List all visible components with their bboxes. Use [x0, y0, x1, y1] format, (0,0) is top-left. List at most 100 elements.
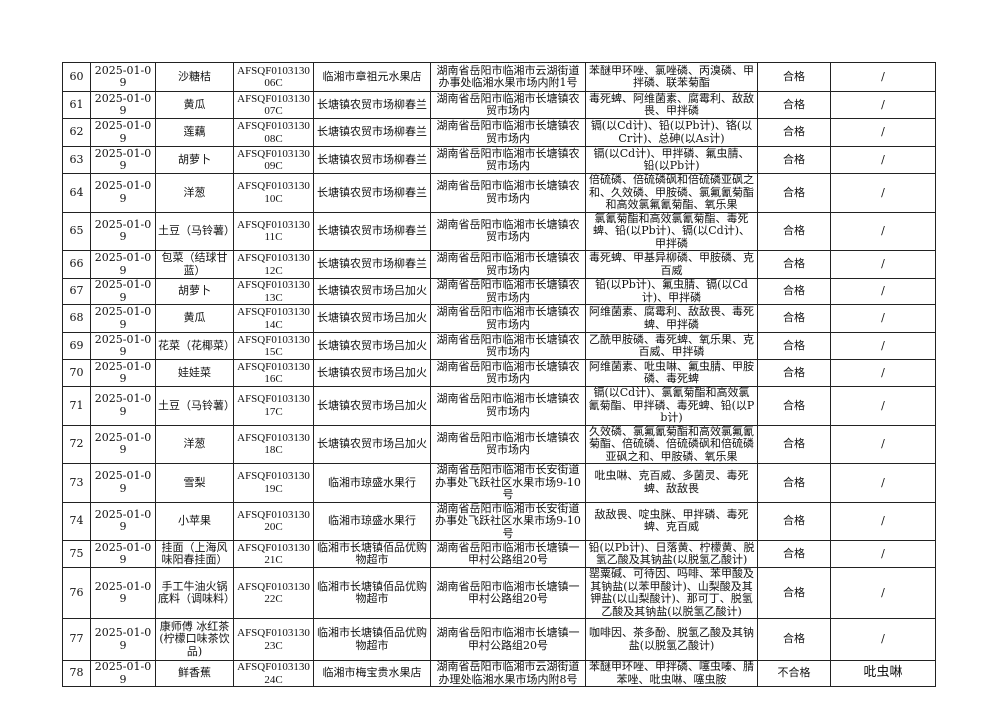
sample-code: AFSQF010313006C: [233, 62, 314, 92]
table-row: 74 2025-01-09 小苹果 AFSQF010313020C 临湘市琼盛水果行 湖南…: [62, 501, 936, 541]
test-result: 合格: [757, 250, 831, 279]
sample-name: 土豆（马铃薯）: [155, 386, 234, 426]
test-items: 阿维菌素、腐霉利、敌敌畏、毒死蜱、甲拌磷: [585, 304, 758, 333]
sample-name: 雪梨: [155, 463, 234, 503]
sample-number: 64: [62, 173, 91, 213]
sample-name: 鲜香蕉: [155, 660, 234, 687]
failed-item: /: [830, 250, 936, 279]
test-items: 镉(以Cd计)、氯氰菊酯和高效氯氰菊酯、甲拌磷、毒死蜱、铅(以Pb计): [585, 386, 758, 426]
sample-name: 小苹果: [155, 501, 234, 541]
sample-date: 2025-01-09: [90, 540, 156, 568]
seller-name: 长塘镇农贸市场吕加火: [313, 304, 431, 333]
seller-address: 湖南省岳阳市临湘市长塘镇农贸市场内: [430, 211, 586, 251]
seller-name: 长塘镇农贸市场柳春兰: [313, 250, 431, 279]
seller-address: 湖南省岳阳市临湘市长塘镇农贸市场内: [430, 304, 586, 333]
test-items: 镉(以Cd计)、甲拌磷、氟虫腈、铅(以Pb计): [585, 146, 758, 174]
test-items: 阿维菌素、吡虫啉、氟虫腈、甲胺磷、毒死蜱: [585, 359, 758, 387]
sample-name: 娃娃菜: [155, 359, 234, 387]
failed-item: /: [830, 304, 936, 333]
seller-address: 湖南省岳阳市临湘市长安街道办事处飞跃社区水果市场9-10号: [430, 463, 586, 503]
failed-item: /: [830, 118, 936, 147]
sample-name: 沙糖桔: [155, 62, 234, 92]
sample-number: 76: [62, 567, 91, 619]
sample-number: 74: [62, 501, 91, 541]
sample-date: 2025-01-09: [90, 359, 156, 387]
test-items: 镉(以Cd计)、铅(以Pb计)、铬(以Cr计)、总砷(以As计): [585, 118, 758, 147]
sample-date: 2025-01-09: [90, 118, 156, 147]
sample-date: 2025-01-09: [90, 386, 156, 426]
seller-name: 长塘镇农贸市场柳春兰: [313, 91, 431, 119]
sample-number: 70: [62, 359, 91, 387]
sample-name: 莲藕: [155, 118, 234, 147]
seller-name: 长塘镇农贸市场吕加火: [313, 278, 431, 305]
seller-name: 临湘市琼盛水果行: [313, 463, 431, 503]
test-result: 不合格: [757, 660, 831, 687]
seller-address: 湖南省岳阳市临湘市长塘镇农贸市场内: [430, 332, 586, 360]
sample-number: 75: [62, 540, 91, 568]
table-row: 70 2025-01-09 娃娃菜 AFSQF010313016C 长塘镇农贸市场吕加火…: [62, 359, 936, 387]
sample-name: 康师傅 冰红茶(柠檬口味茶饮品): [155, 618, 234, 661]
seller-address: 湖南省岳阳市临湘市云湖街道办理处临湘水果市场内附8号: [430, 660, 586, 687]
test-items: 咖啡因、茶多酚、脱氢乙酸及其钠盐(以脱氢乙酸计): [585, 618, 758, 661]
test-result: 合格: [757, 567, 831, 619]
sample-name: 手工牛油火锅底料（调味料）: [155, 567, 234, 619]
test-items: 吡虫啉、克百威、多菌灵、毒死蜱、敌敌畏: [585, 463, 758, 503]
sample-code: AFSQF010313009C: [233, 146, 314, 174]
sample-date: 2025-01-09: [90, 618, 156, 661]
table-row: 73 2025-01-09 雪梨 AFSQF010313019C 临湘市琼盛水果行 湖南省…: [62, 463, 936, 503]
seller-name: 长塘镇农贸市场柳春兰: [313, 146, 431, 174]
sample-number: 68: [62, 304, 91, 333]
test-result: 合格: [757, 332, 831, 360]
sample-code: AFSQF010313008C: [233, 118, 314, 147]
test-result: 合格: [757, 618, 831, 661]
sample-code: AFSQF010313017C: [233, 386, 314, 426]
seller-address: 湖南省岳阳市临湘市长塘镇农贸市场内: [430, 250, 586, 279]
seller-name: 长塘镇农贸市场柳春兰: [313, 173, 431, 213]
seller-address: 湖南省岳阳市临湘市长塘镇一甲村公路组20号: [430, 540, 586, 568]
test-result: 合格: [757, 424, 831, 464]
inspection-results-table: 60 2025-01-09 沙糖桔 AFSQF010313006C 临湘市章祖元水果店湖…: [62, 62, 936, 687]
seller-address: 湖南省岳阳市临湘市长塘镇一甲村公路组20号: [430, 567, 586, 619]
test-items: 久效磷、氯氟氰菊酯和高效氯氟氰菊酯、倍硫磷、倍硫磷砜和倍硫磷亚砜之和、甲胺磷、氧…: [585, 424, 758, 464]
test-items: 乙酰甲胺磷、毒死蜱、氧乐果、克百威、甲拌磷: [585, 332, 758, 360]
failed-item: 吡虫啉: [830, 660, 936, 687]
sample-date: 2025-01-09: [90, 501, 156, 541]
test-result: 合格: [757, 278, 831, 305]
seller-name: 临湘市梅宝贵水果店: [313, 660, 431, 687]
test-items: 铅(以Pb计)、氟虫腈、镉(以Cd计)、甲拌磷: [585, 278, 758, 305]
sample-number: 69: [62, 332, 91, 360]
sample-date: 2025-01-09: [90, 304, 156, 333]
table-row: 71 2025-01-09 土豆（马铃薯） AFSQF010313017C 长塘镇农贸市…: [62, 386, 936, 426]
seller-address: 湖南省岳阳市临湘市长安街道办事处飞跃社区水果市场9-10号: [430, 501, 586, 541]
test-result: 合格: [757, 118, 831, 147]
test-result: 合格: [757, 463, 831, 503]
test-items: 铅(以Pb计)、日落黄、柠檬黄、脱氢乙酸及其钠盐(以脱氢乙酸计): [585, 540, 758, 568]
failed-item: /: [830, 173, 936, 213]
table-row: 77 2025-01-09 康师傅 冰红茶(柠檬口味茶饮品) AFSQF0103130…: [62, 618, 936, 661]
failed-item: /: [830, 567, 936, 619]
table-row: 68 2025-01-09 黄瓜 AFSQF010313014C 长塘镇农贸市场吕加火湖…: [62, 304, 936, 333]
sample-name: 花菜（花椰菜）: [155, 332, 234, 360]
failed-item: /: [830, 91, 936, 119]
failed-item: /: [830, 540, 936, 568]
seller-address: 湖南省岳阳市临湘市长塘镇农贸市场内: [430, 386, 586, 426]
failed-item: /: [830, 359, 936, 387]
seller-name: 长塘镇农贸市场吕加火: [313, 359, 431, 387]
test-result: 合格: [757, 173, 831, 213]
seller-name: 临湘市长塘镇佰品优购物超市: [313, 540, 431, 568]
test-result: 合格: [757, 501, 831, 541]
sample-name: 黄瓜: [155, 91, 234, 119]
seller-address: 湖南省岳阳市临湘市长塘镇农贸市场内: [430, 173, 586, 213]
sample-name: 黄瓜: [155, 304, 234, 333]
test-result: 合格: [757, 540, 831, 568]
test-items: 毒死蜱、阿维菌素、腐霉利、敌敌畏、甲拌磷: [585, 91, 758, 119]
seller-name: 临湘市长塘镇佰品优购物超市: [313, 618, 431, 661]
sample-number: 77: [62, 618, 91, 661]
table-row: 67 2025-01-09 胡萝卜 AFSQF010313013C 长塘镇农贸市场吕加火…: [62, 278, 936, 305]
sample-code: AFSQF010313012C: [233, 250, 314, 279]
table-row: 63 2025-01-09 胡萝卜 AFSQF010313009C 长塘镇农贸市场柳春兰…: [62, 146, 936, 174]
test-result: 合格: [757, 62, 831, 92]
test-result: 合格: [757, 386, 831, 426]
seller-name: 临湘市章祖元水果店: [313, 62, 431, 92]
seller-name: 长塘镇农贸市场柳春兰: [313, 118, 431, 147]
